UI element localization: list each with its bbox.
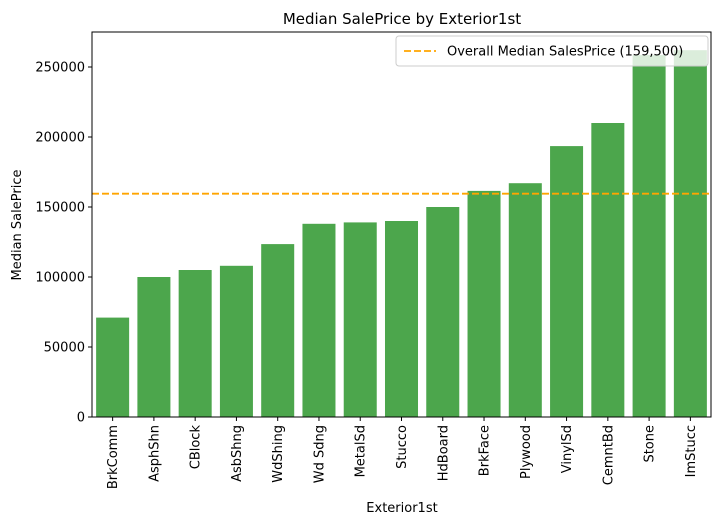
axes-layer: 0 50000 100000 150000 200000 250000 BrkComm Asp… [35,31,712,489]
bar-cblock [178,270,212,417]
x-tick-label: CemntBd [601,425,616,485]
legend: Overall Median SalesPrice (159,500) [395,35,709,67]
y-tick-label: 200000 [35,131,85,146]
y-tick-label: 150000 [35,201,85,216]
bar-imstucc [673,50,707,417]
bar-stone [632,55,666,417]
bar-brkface [467,190,501,417]
chart-title: Median SalePrice by Exterior1st [283,10,521,28]
x-tick-label: Stone [643,425,658,463]
bar-metalsd [343,222,377,417]
bars-layer [96,50,707,417]
bar-asphshn [137,277,171,417]
x-tick-label: ImStucc [684,425,699,477]
legend-label: Overall Median SalesPrice (159,500) [447,45,683,60]
x-tick-label: WdShing [271,425,286,483]
bar-wdshing [261,244,295,417]
bar-cemntbd [591,123,625,417]
x-tick-label: BrkComm [106,425,121,489]
x-tick-label: AsbShng [230,425,245,482]
bar-brkcomm [96,317,130,417]
bar-vinylsd [550,146,584,417]
x-tick-label: HdBoard [436,425,451,481]
y-tick-label: 250000 [35,61,85,76]
x-tick-label: VinylSd [560,425,575,473]
bar-hdboard [426,207,460,417]
bar-plywood [508,183,542,417]
y-tick-label: 0 [77,411,85,426]
x-tick-label: Wd Sdng [312,425,327,483]
x-tick-label: BrkFace [478,425,493,476]
x-tick-label: AsphShn [147,425,162,482]
y-axis-title: Median SalePrice [10,170,25,281]
x-tick-label: CBlock [189,425,204,470]
y-tick-label: 50000 [44,341,85,356]
bar-asbshng [219,265,253,417]
x-tick-label: Stucco [395,425,410,469]
x-tick-label: MetalSd [354,425,369,477]
y-tick-label: 100000 [35,271,85,286]
x-axis-title: Exterior1st [366,501,437,516]
x-tick-label: Plywood [519,425,534,479]
legend-box [395,35,709,67]
bar-stucco [384,221,419,417]
bar-wd-sdng [302,223,336,417]
